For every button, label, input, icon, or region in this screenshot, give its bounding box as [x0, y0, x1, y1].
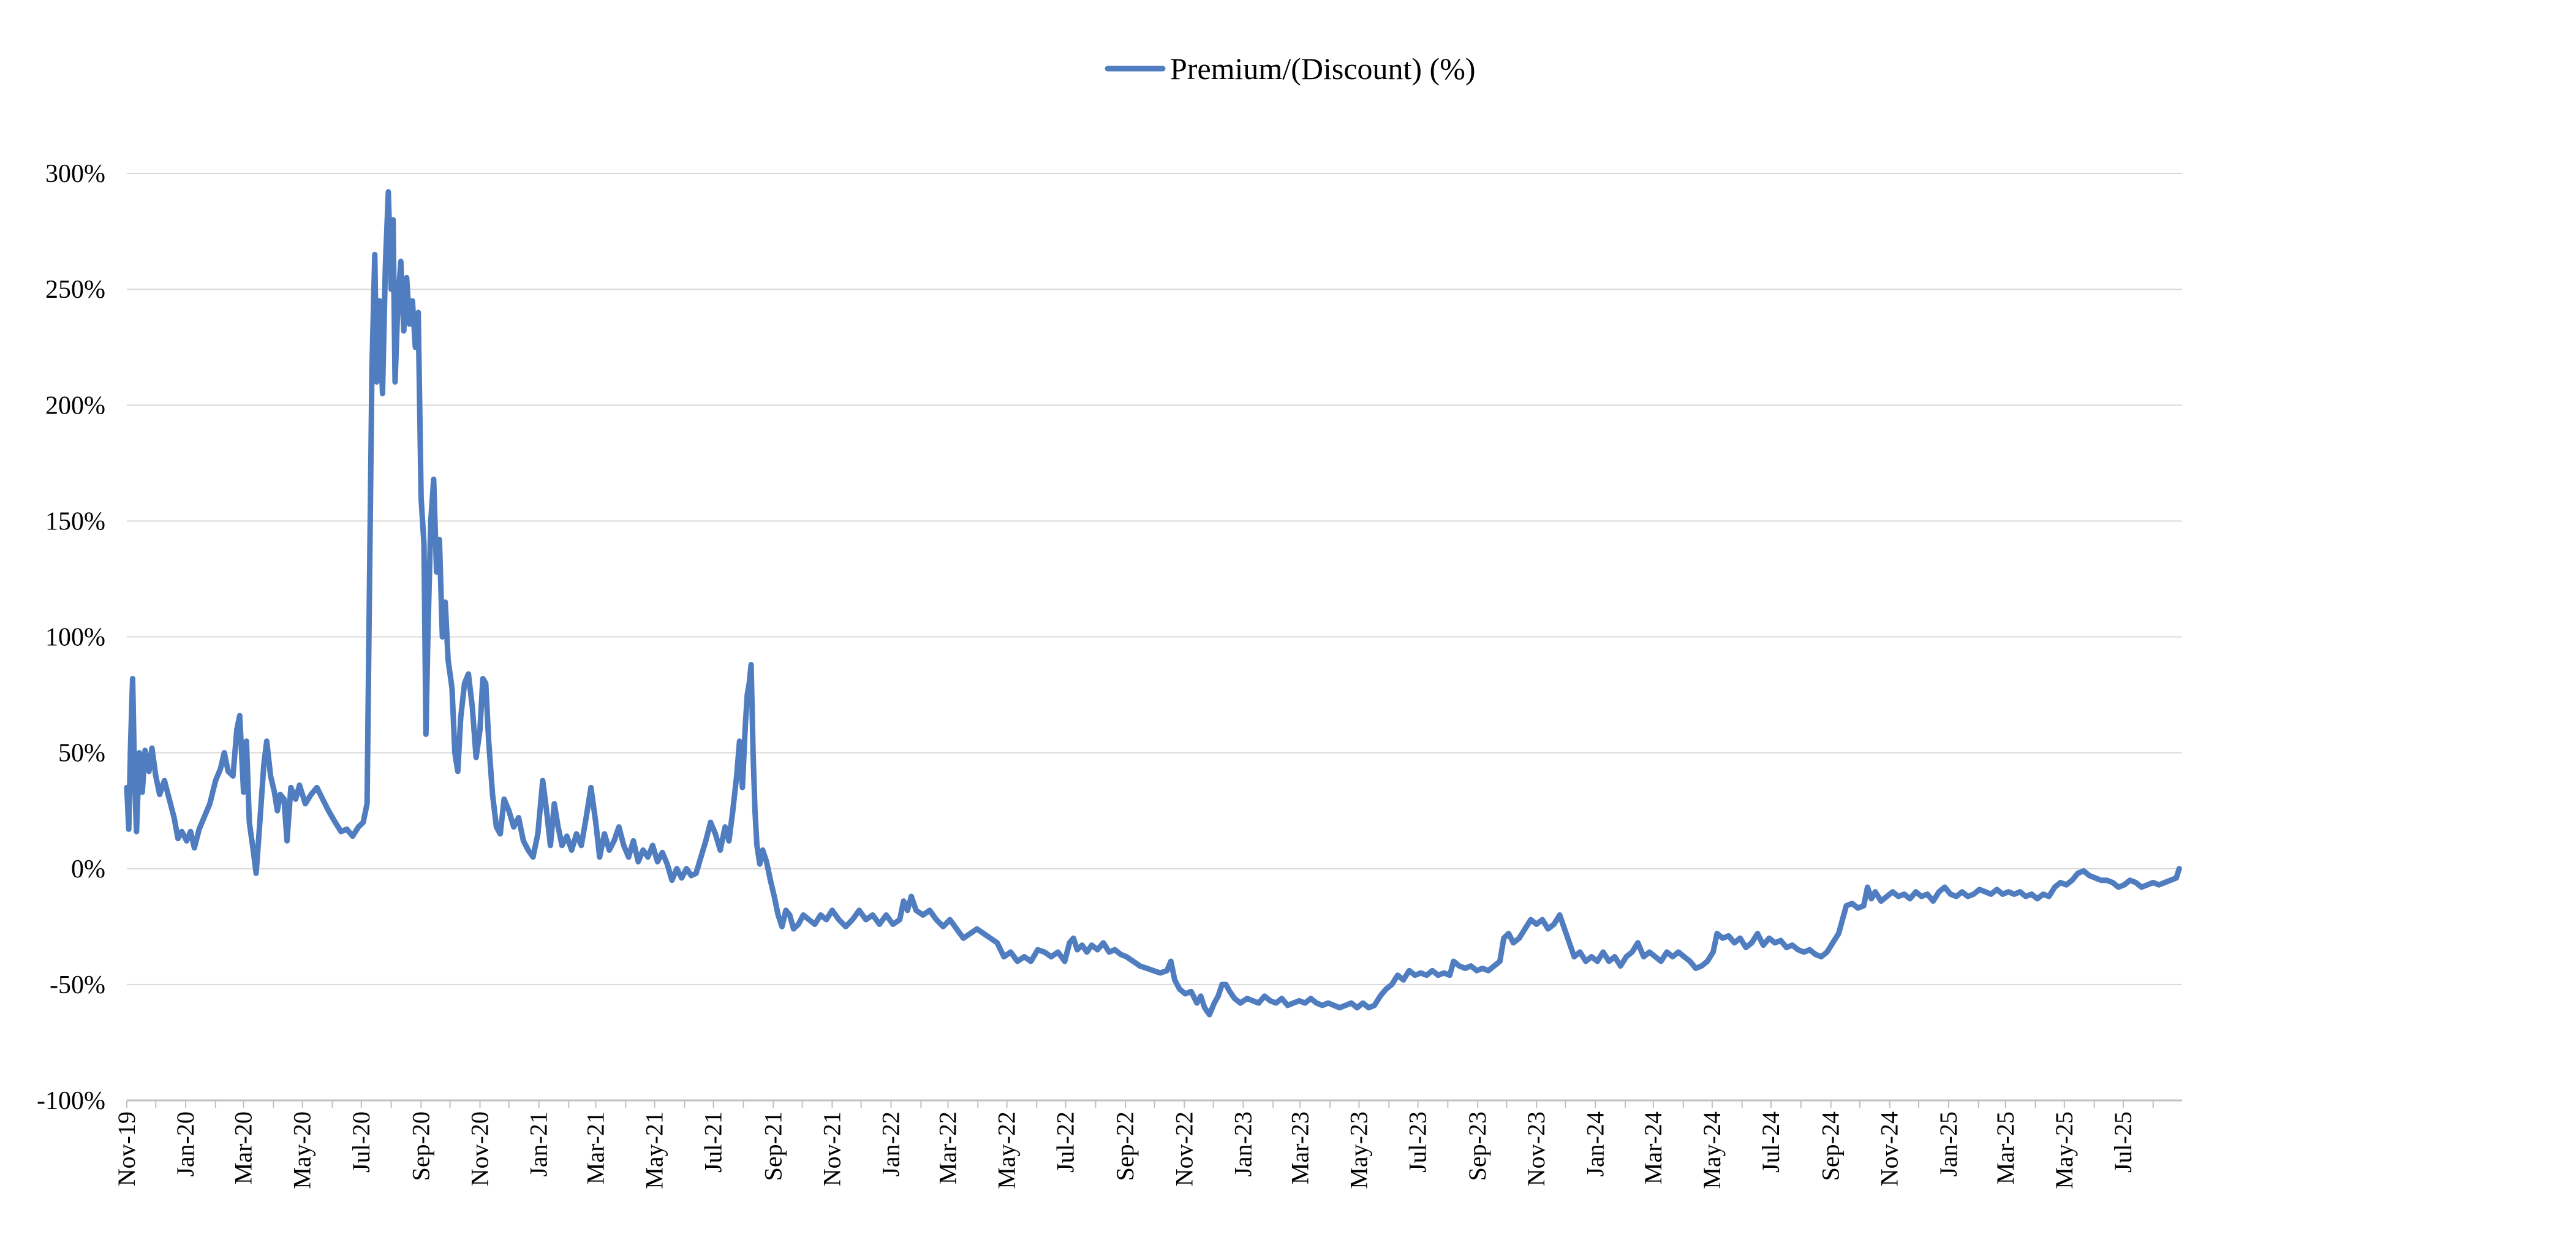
x-tick-label: Jan-24 [1581, 1111, 1609, 1177]
x-axis-tick-labels: Nov-19 Jan-20 Mar-20 May-20 Jul-20 Sep-20 Nov-… [113, 1111, 2137, 1189]
x-tick-label: Jan-21 [525, 1111, 553, 1177]
x-axis [126, 1099, 2182, 1108]
y-tick-label: -100% [37, 1087, 105, 1115]
x-tick-label: Mar-24 [1639, 1111, 1667, 1184]
x-tick-label: May-20 [289, 1111, 316, 1189]
x-tick-label: Mar-22 [934, 1111, 961, 1184]
x-tick-label: Sep-23 [1464, 1111, 1491, 1181]
x-tick-label: Mar-25 [1992, 1111, 2019, 1184]
x-tick-label: Jul-25 [2109, 1111, 2137, 1173]
y-tick-label: -50% [50, 971, 105, 999]
y-tick-label: 200% [45, 392, 105, 420]
y-tick-label: 50% [58, 740, 105, 768]
x-tick-label: May-22 [993, 1111, 1021, 1189]
x-tick-label: Jan-25 [1935, 1111, 1962, 1177]
y-tick-label: 300% [45, 160, 105, 188]
legend: Premium/(Discount) (%) [1105, 51, 1476, 86]
x-tick-label: May-21 [641, 1111, 668, 1189]
x-tick-label: Jul-21 [700, 1111, 727, 1173]
x-tick-label: May-23 [1345, 1111, 1372, 1189]
x-tick-label: Nov-23 [1522, 1111, 1550, 1186]
x-tick-label: Nov-22 [1170, 1111, 1198, 1186]
x-tick-label: Jul-22 [1052, 1111, 1079, 1173]
y-tick-label: 100% [45, 624, 105, 652]
series-line-premium-discount [124, 189, 2182, 1018]
x-tick-label: May-24 [1698, 1111, 1726, 1189]
legend-label-premium-discount: Premium/(Discount) (%) [1170, 51, 1476, 86]
gridlines [127, 173, 2182, 985]
x-tick-label: Sep-21 [759, 1111, 787, 1181]
x-tick-label: Jan-20 [172, 1111, 199, 1177]
x-tick-label: Mar-21 [582, 1111, 610, 1184]
x-tick-label: Nov-20 [466, 1111, 493, 1186]
x-tick-label: Jan-23 [1229, 1111, 1256, 1177]
y-tick-label: 150% [45, 507, 105, 535]
y-axis-tick-labels: 300% 250% 200% 150% 100% 50% 0% -50% -100% [37, 160, 105, 1115]
x-tick-label: Sep-20 [407, 1111, 434, 1181]
x-tick-label: Mar-20 [230, 1111, 257, 1184]
x-tick-label: Jan-22 [877, 1111, 904, 1177]
x-tick-label: Mar-23 [1286, 1111, 1313, 1184]
x-tick-label: Sep-24 [1817, 1111, 1845, 1181]
x-tick-label: Nov-19 [113, 1111, 140, 1186]
x-tick-label: Sep-22 [1111, 1111, 1139, 1181]
y-tick-label: 250% [45, 276, 105, 304]
x-tick-label: Nov-21 [818, 1111, 845, 1186]
x-tick-label: May-25 [2050, 1111, 2078, 1189]
x-tick-label: Jul-20 [347, 1111, 375, 1173]
x-tick-label: Jul-24 [1757, 1111, 1785, 1173]
y-tick-label: 0% [71, 855, 105, 884]
x-tick-label: Nov-24 [1876, 1111, 1903, 1186]
series-group [124, 189, 2182, 1018]
x-tick-label: Jul-23 [1404, 1111, 1432, 1173]
